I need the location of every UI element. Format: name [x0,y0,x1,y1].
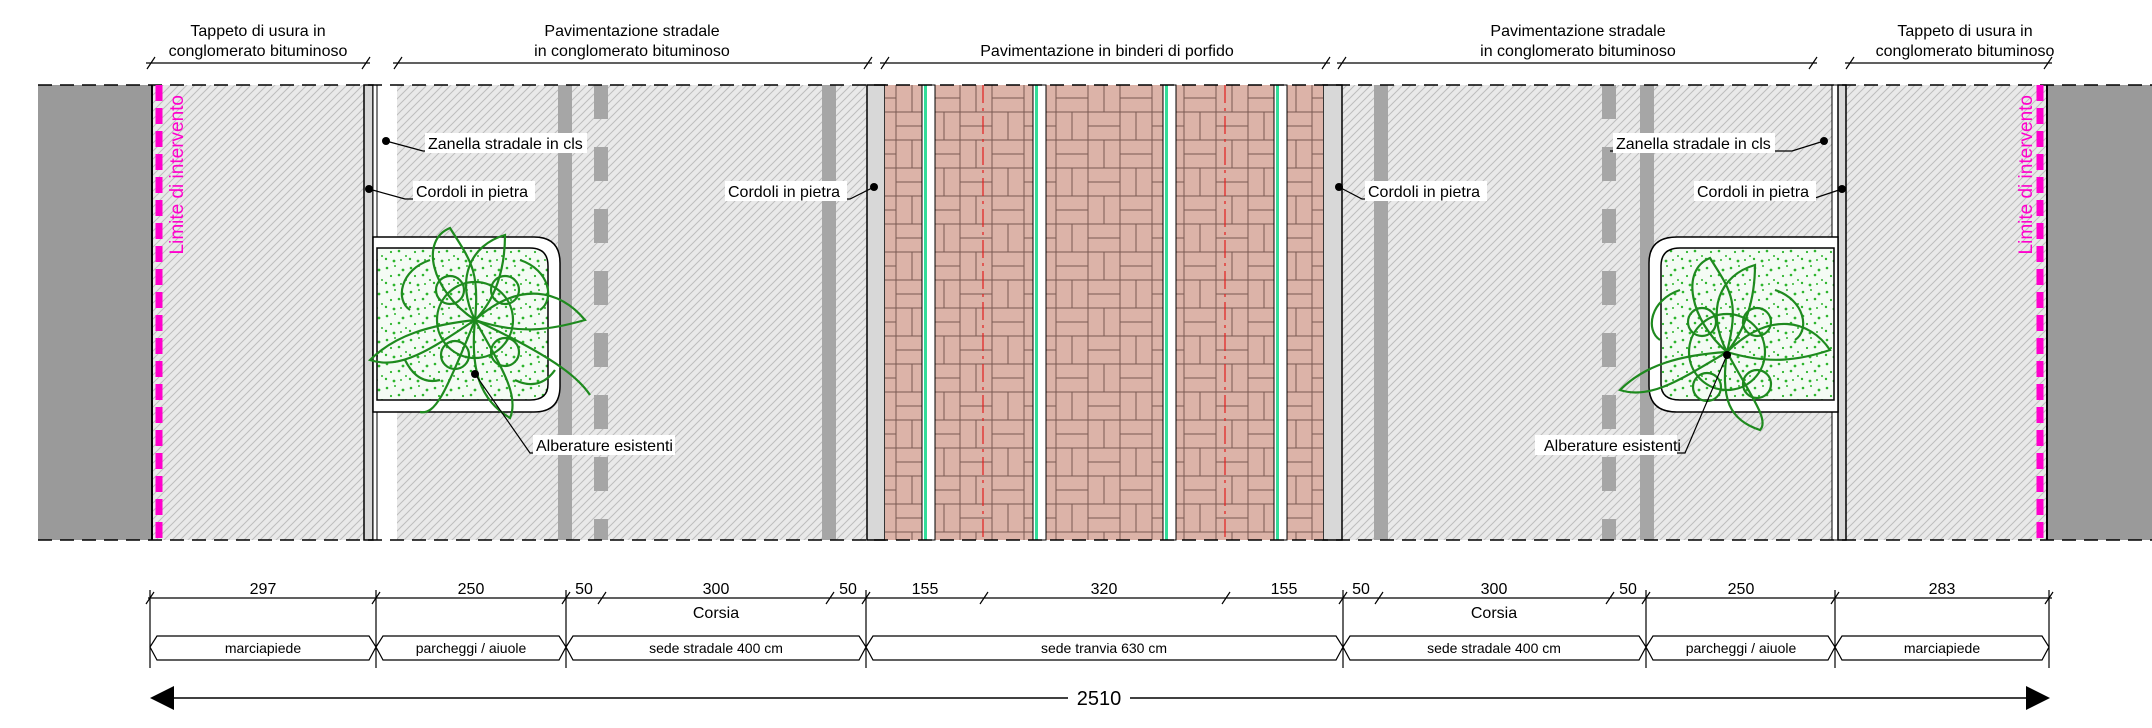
outer-band-left [38,85,151,540]
dim-50-c: 50 [1352,581,1370,598]
dashed-lane-markings [594,85,1616,540]
tram-porphyry-paving [885,85,1323,540]
dim-50-b: 50 [839,581,857,598]
curb-tram-left [866,84,886,541]
zone-parcheggi-right: parcheggi / aiuole [1686,640,1797,656]
tram-axis-lines [982,85,1226,540]
dim-300-right: 300 [1481,581,1508,598]
zone-marciapiede-right: marciapiede [1904,640,1980,656]
dim-283: 283 [1929,581,1956,598]
total-value: 2510 [1077,688,1122,710]
sidewalk-left [151,85,364,540]
top-label-3-line1: Pavimentazione in binderi di porfido [980,43,1234,60]
tree-planter-right [1617,236,1839,432]
top-label-4-line2: in conglomerato bituminoso [1480,43,1676,60]
callout-cordoli-tram-left: Cordoli in pietra [728,184,840,201]
dimension-values: 297 250 50 300 50 155 320 155 50 300 50 … [250,581,1956,622]
top-label-2-line2: in conglomerato bituminoso [534,43,730,60]
zanella-left [363,84,374,541]
callout-cordoli-tram-right: Cordoli in pietra [1368,184,1480,201]
dim-250-right: 250 [1728,581,1755,598]
callout-cordoli-right: Cordoli in pietra [1697,184,1809,201]
top-dimension-lines [146,56,2053,70]
top-label-5-line2: conglomerato bituminoso [1876,43,2055,60]
corsia-left: Corsia [693,605,739,622]
dim-50-a: 50 [575,581,593,598]
callout-zanella-left: Zanella stradale in cls [428,136,583,153]
callout-zanella-right: Zanella stradale in cls [1616,136,1771,153]
top-label-1-line2: conglomerato bituminoso [169,43,348,60]
zone-marciapiede-left: marciapiede [225,640,301,656]
total-arrow-left [150,686,174,710]
dim-297: 297 [250,581,277,598]
limit-label-right: Limite di intervento [2016,95,2037,254]
plan-view: Limite di intervento Limite di intervent… [38,84,2152,541]
top-label-4-line1: Pavimentazione stradale [1490,23,1665,40]
callout-dots [365,137,1846,378]
zone-labels: marciapiede parcheggi / aiuole sede stra… [225,640,1980,656]
sidewalk-right [1846,85,2048,540]
limit-label-left: Limite di intervento [167,95,188,254]
callout-alberature-right: Alberature esistenti [1544,438,1681,455]
top-label-2-line1: Pavimentazione stradale [544,23,719,40]
tree-canopy-right [1617,256,1832,432]
dim-250-left: 250 [458,581,485,598]
curb-tram-right [1322,84,1343,541]
tree-planter-left [367,226,591,420]
dimension-line [145,590,2054,668]
callout-cordoli-left: Cordoli in pietra [416,184,528,201]
tram-rails [921,84,1288,541]
plan-boundary-lines [38,84,2152,541]
callout-alberature-left: Alberature esistenti [536,438,673,455]
dim-320: 320 [1091,581,1118,598]
dim-155-right: 155 [1271,581,1298,598]
zone-sede-stradale-right: sede stradale 400 cm [1427,640,1561,656]
zone-bar [149,635,2050,661]
zone-parcheggi-left: parcheggi / aiuole [416,640,527,656]
corsia-right: Corsia [1471,605,1517,622]
zone-sede-stradale-left: sede stradale 400 cm [649,640,783,656]
top-label-5-line1: Tappeto di usura in [1897,23,2032,40]
dim-50-d: 50 [1619,581,1637,598]
curb-right [1837,84,1847,541]
total-dimension: 2510 [150,686,2050,710]
callout-label-backgrounds [413,133,1816,455]
tree-canopy-left [367,226,591,420]
zone-sede-tranvia: sede tranvia 630 cm [1041,640,1167,656]
outer-band-right [2048,85,2152,540]
top-label-1-line1: Tappeto di usura in [190,23,325,40]
dim-300-left: 300 [703,581,730,598]
total-arrow-right [2026,686,2050,710]
dim-155-left: 155 [912,581,939,598]
top-labels: Tappeto di usura in conglomerato bitumin… [146,23,2055,70]
